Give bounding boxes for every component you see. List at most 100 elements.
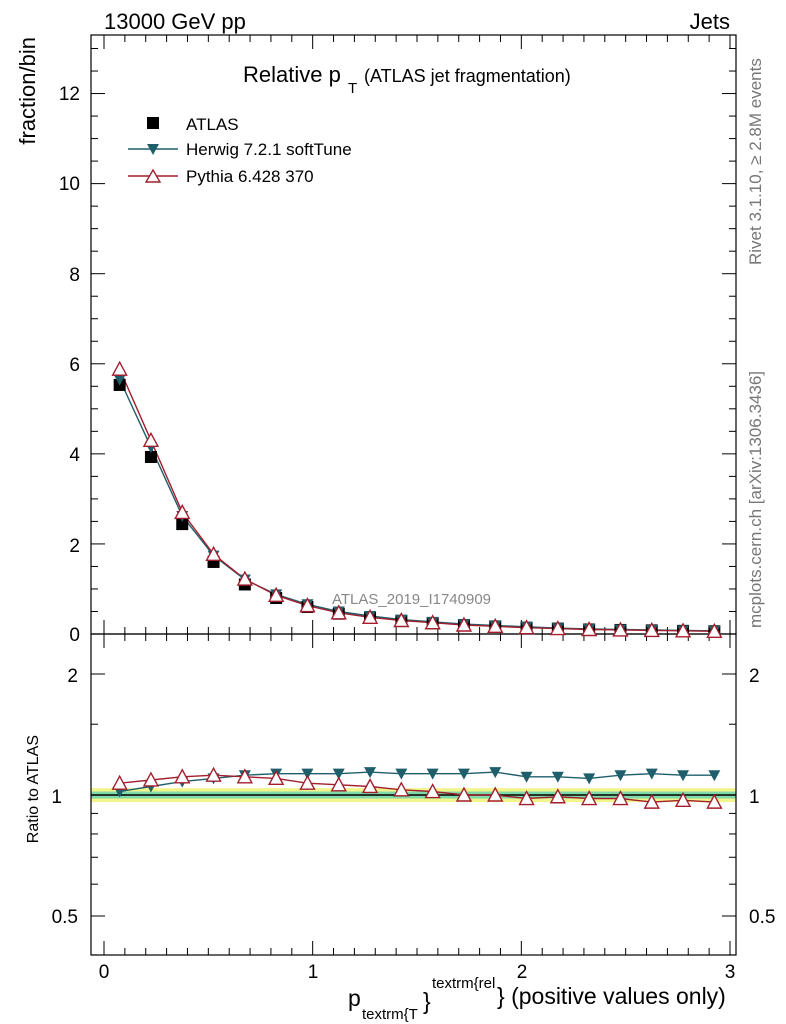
ratio-y-axis-title: Ratio to ATLAS (25, 735, 42, 843)
legend-herwig-marker (147, 144, 159, 155)
ratio-point-s1-3 (205, 766, 222, 782)
point-s0-2 (176, 518, 189, 531)
main-data-layer (111, 360, 723, 638)
ratio-data-layer (111, 766, 723, 809)
ratio-tick-right-1: 1 (749, 787, 760, 808)
ratio-point-s1-18 (674, 791, 692, 808)
ratio-point-s0-14 (551, 771, 564, 783)
x-tick-2: 2 (517, 962, 528, 983)
legend-pythia-marker (144, 168, 162, 183)
point-s2-16 (612, 621, 629, 637)
ratio-tick-left-2: 2 (67, 666, 78, 687)
ratio-point-s1-17 (643, 793, 660, 809)
legend-herwig-label: Herwig 7.2.1 softTune (186, 140, 352, 159)
ratio-point-s0-18 (677, 770, 690, 782)
ratio-point-s1-7 (330, 776, 347, 792)
point-s2-10 (424, 614, 441, 630)
ratio-point-s1-6 (299, 774, 316, 790)
point-s2-11 (455, 616, 473, 632)
category-label: Jets (690, 9, 730, 34)
point-s2-18 (674, 622, 692, 638)
ratio-tick-right-0.5: 0.5 (749, 907, 775, 928)
y-tick-8: 8 (69, 265, 80, 286)
ratio-tick-left-1: 1 (51, 787, 62, 808)
ratio-tick-left-0.5: 0.5 (52, 907, 78, 928)
x-tick-0: 0 (99, 962, 110, 983)
mcplots-label: mcplots.cern.ch [arXiv:1306.3436] (746, 371, 765, 628)
ratio-point-s1-15 (580, 790, 598, 806)
point-s2-17 (643, 621, 660, 638)
ratio-point-s1-9 (393, 781, 410, 797)
point-s1-0 (113, 374, 126, 386)
ratio-point-s0-10 (426, 768, 439, 780)
x-title-close: } (423, 988, 431, 1014)
ratio-point-s0-11 (457, 768, 470, 780)
point-s0-1 (144, 451, 157, 464)
ratio-point-s0-16 (614, 770, 627, 782)
x-tick-labels: 0 1 2 3 (99, 962, 736, 983)
rivet-version-label: Rivet 3.1.10, ≥ 2.8M events (746, 58, 765, 265)
point-s2-0 (111, 360, 128, 376)
y-axis-title: fraction/bin (15, 37, 40, 145)
ratio-point-s1-14 (549, 788, 567, 804)
ratio-point-s0-9 (395, 768, 408, 780)
ratio-point-s1-10 (424, 783, 441, 799)
point-s2-15 (580, 621, 598, 637)
ratio-point-s0-8 (364, 767, 377, 779)
legend-atlas-marker (147, 117, 159, 129)
main-y-tick-labels: 0 2 4 6 8 10 12 (59, 84, 81, 646)
point-s2-19 (706, 622, 723, 638)
ratio-point-s0-19 (708, 770, 721, 782)
y-tick-4: 4 (69, 445, 80, 466)
ratio-point-s0-13 (520, 771, 533, 783)
x-title-rest: } (positive values only) (497, 983, 726, 1009)
ratio-tick-right-2: 2 (749, 666, 760, 687)
y-tick-12: 12 (59, 84, 80, 105)
point-s2-1 (142, 431, 160, 448)
ratio-point-s1-4 (236, 768, 254, 784)
analysis-watermark: ATLAS_2019_I1740909 (332, 591, 491, 608)
point-s2-8 (361, 608, 379, 625)
x-title-subscript: textrm{T (362, 1006, 418, 1023)
ratio-point-s0-6 (301, 768, 314, 780)
ratio-point-s0-17 (645, 768, 658, 780)
legend-pythia-label: Pythia 6.428 370 (186, 167, 314, 186)
x-title-superscript: textrm{rel (432, 975, 495, 992)
x-axis-title: p textrm{T } textrm{rel } (positive valu… (348, 975, 726, 1023)
ratio-point-s1-12 (487, 786, 504, 802)
ratio-point-s1-5 (267, 769, 285, 786)
x-tick-3: 3 (725, 962, 736, 983)
point-s2-2 (174, 503, 191, 520)
ratio-point-s1-0 (111, 774, 128, 790)
point-s2-5 (267, 586, 285, 602)
ratio-point-s0-12 (489, 767, 502, 779)
x-tick-1: 1 (308, 962, 319, 983)
ratio-point-s1-1 (142, 771, 160, 787)
point-s2-6 (299, 597, 316, 613)
point-s2-13 (518, 619, 535, 635)
y-tick-0: 0 (69, 625, 80, 646)
title-subscript: T (348, 80, 357, 97)
y-tick-2: 2 (69, 536, 80, 557)
point-s2-14 (549, 620, 567, 636)
legend-atlas-label: ATLAS (186, 115, 239, 134)
ratio-point-s1-13 (518, 790, 535, 806)
x-title-p: p (348, 985, 361, 1011)
title-suffix: (ATLAS jet fragmentation) (364, 66, 571, 86)
ratio-y-tick-labels: 0.5 1 2 0.5 1 2 (51, 666, 775, 928)
point-s2-9 (393, 612, 410, 628)
ratio-point-s1-19 (706, 793, 723, 809)
legend: ATLAS Herwig 7.2.1 softTune Pythia 6.428… (128, 115, 352, 186)
energy-label: 13000 GeV pp (104, 9, 246, 34)
ratio-point-s0-15 (583, 773, 596, 785)
ratio-point-s1-2 (174, 768, 191, 784)
ratio-point-s0-7 (332, 768, 345, 780)
point-s2-3 (205, 545, 222, 561)
point-s2-12 (487, 617, 504, 634)
ratio-line-1 (119, 774, 715, 803)
ratio-point-s1-11 (455, 786, 473, 802)
title-main: Relative p (243, 62, 341, 87)
y-tick-10: 10 (59, 174, 80, 195)
y-tick-6: 6 (69, 355, 80, 376)
